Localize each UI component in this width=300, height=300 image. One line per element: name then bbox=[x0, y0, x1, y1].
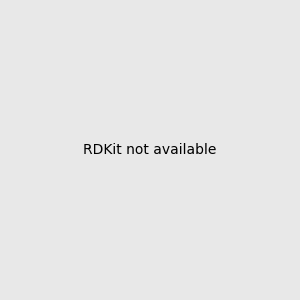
Text: RDKit not available: RDKit not available bbox=[83, 143, 217, 157]
